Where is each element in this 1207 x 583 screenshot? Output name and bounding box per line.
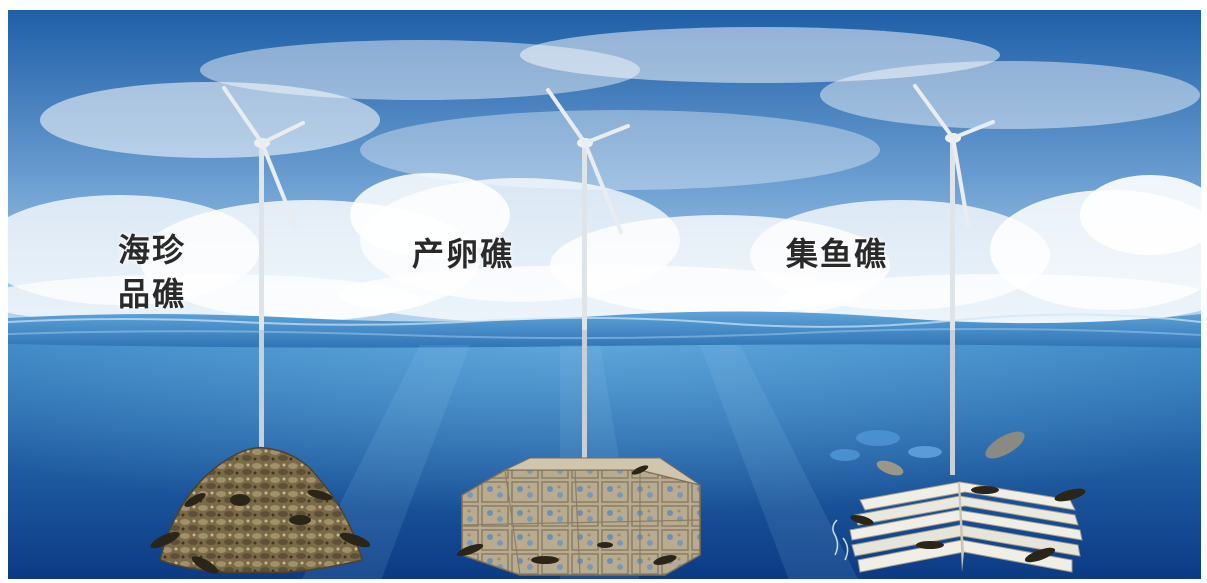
- rock-pile-icon: [159, 446, 363, 574]
- reef-label-fish-aggregating: 集鱼礁: [786, 235, 889, 273]
- reef-label-seafood: 海珍 品礁: [118, 228, 186, 316]
- cube-reef-icon: [461, 457, 701, 576]
- fish-icon: [150, 489, 371, 574]
- wind-turbine-icon: [546, 88, 630, 460]
- clouds: [0, 27, 1207, 326]
- reef-label-seafood-line2: 品礁: [118, 275, 187, 313]
- wind-turbine-icon: [222, 86, 305, 450]
- sea-surface: [7, 311, 1202, 348]
- wind-turbine-icon: [913, 84, 995, 475]
- fish-icon: [456, 465, 677, 565]
- seaweed: [832, 519, 849, 561]
- reef-label-spawning: 产卵礁: [412, 235, 515, 273]
- slab-reef-icon: [849, 481, 1083, 573]
- reef-label-seafood-line1: 海珍: [118, 231, 187, 269]
- fish-icon: [830, 430, 1086, 563]
